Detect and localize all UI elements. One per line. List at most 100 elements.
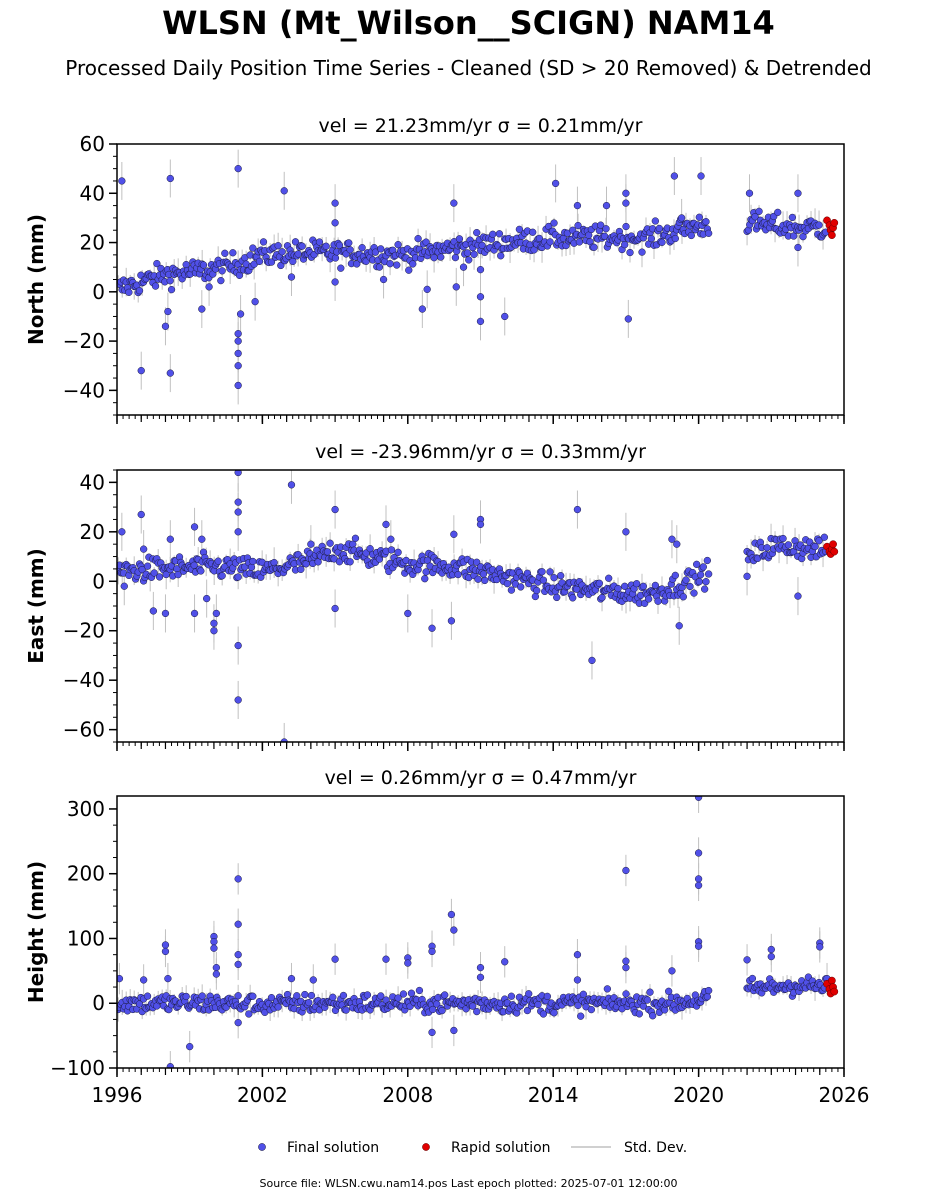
final-solution-point: [694, 796, 703, 801]
final-solution-point: [671, 234, 679, 243]
final-solution-point: [331, 254, 340, 262]
final-solution-point: [210, 619, 218, 627]
final-solution-point: [120, 582, 128, 590]
final-solution-point: [639, 582, 647, 590]
final-solution-point: [421, 575, 429, 583]
final-solution-point: [679, 593, 687, 601]
final-solution-point: [550, 1009, 558, 1017]
final-solution-point: [763, 544, 771, 552]
final-solution-point: [117, 974, 124, 983]
final-solution-point: [234, 1019, 242, 1027]
final-solution-point: [309, 976, 317, 984]
final-solution-point: [794, 592, 802, 600]
y-tick-label: 0: [92, 280, 105, 304]
final-solution-point: [335, 241, 344, 249]
final-solution-point: [198, 535, 206, 543]
final-solution-point: [149, 607, 158, 615]
final-solution-point: [342, 1006, 350, 1014]
x-tick-label: 2008: [382, 1083, 433, 1107]
y-tick-label: 200: [67, 862, 105, 886]
final-solution-point: [655, 224, 663, 233]
final-solution-point: [470, 250, 478, 258]
legend-final-marker: [258, 1143, 266, 1151]
final-solution-point: [409, 260, 417, 268]
final-solution-point: [404, 959, 412, 967]
final-solution-point: [473, 228, 481, 237]
final-solution-point: [399, 990, 408, 998]
final-solution-point: [748, 974, 757, 983]
final-solution-point: [166, 277, 174, 285]
final-solution-point: [622, 957, 630, 965]
final-solution-point: [428, 624, 436, 632]
final-solution-point: [626, 248, 634, 257]
y-tick-label: 20: [80, 520, 105, 544]
final-solution-point: [605, 574, 613, 582]
final-solution-point: [414, 234, 422, 243]
final-solution-point: [647, 234, 655, 243]
final-solution-point: [495, 230, 504, 238]
final-solution-point: [377, 245, 385, 253]
rapid-solution-point: [830, 547, 839, 556]
final-solution-point: [668, 535, 676, 543]
final-solution-point: [255, 257, 264, 266]
final-solution-point: [695, 577, 703, 586]
final-solution-point: [387, 546, 396, 554]
panel-1: vel = 21.23mm/yr σ = 0.21mm/yr North (mm)…: [24, 115, 845, 424]
y-tick-label: −40: [63, 668, 105, 692]
final-solution-point: [507, 586, 516, 594]
final-solution-point: [118, 177, 126, 185]
final-solution-point: [375, 263, 384, 271]
final-solution-point: [569, 594, 577, 602]
final-solution-point: [164, 307, 172, 316]
final-solution-point: [622, 199, 630, 207]
final-solution-point: [353, 260, 361, 268]
final-solution-point: [622, 189, 630, 197]
final-solution-point: [451, 253, 460, 262]
final-solution-point: [210, 938, 218, 946]
final-solution-point: [447, 617, 456, 625]
plot-frame: [116, 795, 845, 1069]
final-solution-point: [703, 993, 711, 1001]
final-solution-point: [531, 592, 540, 601]
final-solution-point: [476, 293, 485, 301]
final-solution-point: [658, 238, 666, 246]
final-solution-point: [447, 910, 456, 919]
final-solution-point: [394, 994, 402, 1002]
final-solution-point: [259, 238, 268, 246]
final-solution-point: [815, 537, 823, 545]
final-solution-point: [287, 481, 296, 489]
y-axis-label: East (mm): [24, 548, 48, 664]
final-solution-point: [507, 992, 516, 1000]
final-solution-point: [234, 875, 242, 883]
final-solution-point: [137, 510, 145, 519]
final-solution-point: [221, 249, 229, 257]
final-solution-point: [523, 1006, 532, 1015]
final-solution-point: [331, 505, 339, 514]
x-tick-label: 2002: [237, 1083, 288, 1107]
final-solution-point: [533, 586, 541, 595]
final-solution-point: [291, 238, 300, 246]
panel-title: vel = 21.23mm/yr σ = 0.21mm/yr: [319, 115, 643, 137]
final-solution-point: [217, 276, 225, 285]
final-solution-point: [665, 987, 673, 995]
final-solution-point: [212, 970, 221, 978]
y-tick-label: 100: [67, 926, 105, 950]
final-solution-point: [671, 571, 679, 580]
final-solution-point: [745, 189, 754, 197]
final-solution-point: [323, 548, 332, 556]
final-solution-point: [138, 565, 146, 574]
final-solution-point: [550, 574, 558, 582]
legend-rapid-marker: [422, 1143, 430, 1151]
final-solution-point: [135, 287, 144, 295]
final-solution-point: [155, 573, 164, 581]
final-solution-point: [218, 267, 226, 275]
final-solution-point: [429, 1005, 437, 1014]
final-solution-point: [166, 369, 174, 377]
y-tick-label: −20: [63, 329, 105, 353]
final-solution-point: [382, 520, 390, 529]
final-solution-point: [534, 1000, 542, 1009]
final-solution-point: [705, 229, 713, 237]
final-solution-point: [197, 567, 205, 575]
final-solution-point: [371, 248, 380, 256]
x-tick-label: 1996: [92, 1083, 143, 1107]
